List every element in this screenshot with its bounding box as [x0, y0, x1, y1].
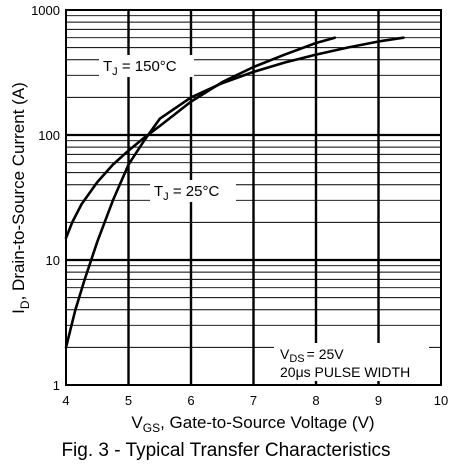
series-line-25c: [64, 36, 405, 349]
y-axis-label-sub: D: [18, 300, 32, 309]
tick-labels: 4 5 6 7 8 9 10 1 10 100 1000: [31, 3, 448, 408]
y-tick-label: 1000: [31, 3, 60, 18]
svg-text:VDS= 25V: VDS = 25V: [280, 346, 344, 365]
series-label-150c-t: T: [103, 58, 112, 75]
y-axis-label-rest: , Drain-to-Source Current (A): [9, 82, 28, 300]
x-tick-label: 6: [187, 393, 194, 408]
x-tick-label: 9: [375, 393, 382, 408]
x-tick-label: 5: [125, 393, 132, 408]
conditions-vds-main: V: [280, 346, 290, 362]
y-axis-label-main: I: [9, 309, 28, 314]
conditions-vds-rest: = 25V: [307, 346, 345, 362]
x-tick-label: 4: [62, 393, 69, 408]
curves: [64, 36, 405, 349]
x-axis-label: VGS, Gate-to-Source Voltage (V): [131, 413, 374, 435]
x-tick-label: 8: [312, 393, 319, 408]
x-tick-label: 10: [434, 393, 448, 408]
series-label-25c-t: T: [154, 183, 163, 200]
x-axis-label-rest: , Gate-to-Source Voltage (V): [160, 413, 375, 432]
series-label-25c: TJ = 25°C: [150, 180, 236, 203]
y-axis-label: ID, Drain-to-Source Current (A): [9, 82, 32, 314]
series-label-150c-rest: = 150°C: [118, 58, 177, 75]
series-label-150c-sub: J: [112, 66, 118, 78]
plot-frame: [65, 9, 442, 386]
series-label-25c-rest: = 25°C: [169, 183, 220, 200]
conditions-pulse-width: 20μs PULSE WIDTH: [280, 364, 410, 380]
series-label-150c: TJ = 150°C: [99, 55, 194, 78]
conditions-vds-sub: DS: [289, 353, 304, 365]
svg-text:TJ = 150°C: TJ = 150°C: [103, 58, 177, 78]
svg-text:TJ = 25°C: TJ = 25°C: [154, 183, 219, 203]
y-tick-label: 100: [38, 128, 60, 143]
x-axis-label-main: V: [131, 413, 143, 432]
grid: [66, 10, 441, 385]
y-tick-label: 1: [53, 378, 60, 393]
figure-caption: Fig. 3 - Typical Transfer Characteristic…: [61, 440, 391, 461]
x-axis-label-sub: GS: [143, 421, 160, 435]
x-tick-label: 7: [250, 393, 257, 408]
series-label-25c-sub: J: [163, 191, 169, 203]
y-tick-label: 10: [46, 253, 60, 268]
test-conditions: VDS = 25V 20μs PULSE WIDTH: [274, 343, 429, 381]
